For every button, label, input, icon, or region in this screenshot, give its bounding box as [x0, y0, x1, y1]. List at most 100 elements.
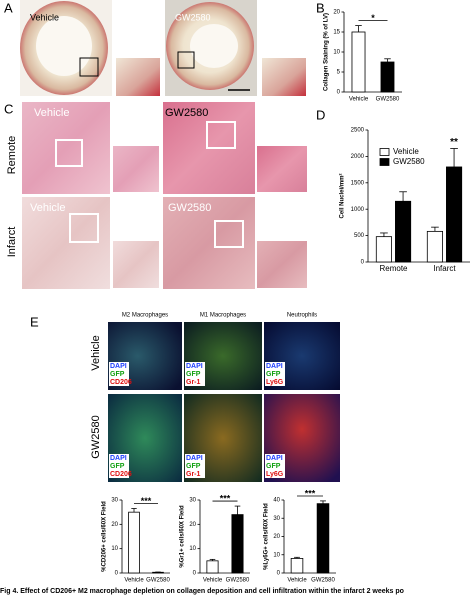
- chart: 0 500 1000 1500 2000 2500 Cell Nuclei/mm² Remot…: [339, 128, 470, 273]
- y-tick-label: 5: [337, 70, 341, 76]
- stain-label: Gr-1: [186, 379, 201, 386]
- panel-c-images: Vehicle GW2580 Vehicle GW2580 Remote Inf…: [6, 102, 307, 289]
- panel-e-images: Vehicle GW2580 M2 MacrophagesDAPIGFPCD20…: [90, 313, 340, 482]
- x-tick-label: GW2580: [226, 578, 250, 584]
- legend-label: Vehicle: [393, 147, 419, 156]
- bar: [206, 560, 219, 574]
- stain-label: DAPI: [110, 363, 127, 370]
- bar: [316, 503, 330, 574]
- inset-box: [177, 51, 195, 69]
- stain-label: Ly6G: [266, 379, 284, 386]
- y-tick-label: 2500: [351, 128, 365, 134]
- image: [22, 102, 110, 194]
- image: [116, 58, 160, 96]
- panel-label: C: [4, 101, 13, 116]
- bar: [426, 230, 443, 263]
- y-tick-label: 0: [115, 571, 119, 577]
- y-tick-label: 30: [111, 498, 118, 504]
- stain-label-bg: [265, 462, 285, 470]
- bar: [395, 200, 412, 263]
- y-tick-label: 1000: [351, 207, 365, 213]
- inset-box: [69, 213, 99, 243]
- stain-label: GFP: [186, 463, 201, 470]
- y-axis-label: %Gr1+ cells/60X Field: [180, 505, 186, 568]
- y-axis-label: %Ly6G+ cells/60X Field: [264, 503, 270, 570]
- row-label: GW2580: [90, 415, 102, 458]
- panel-a-images: Vehicle GW2580: [20, 0, 306, 96]
- y-tick-label: 20: [273, 534, 280, 540]
- stain-label: DAPI: [110, 455, 127, 462]
- x-tick-label: GW2580: [311, 578, 335, 584]
- inset-box: [214, 220, 244, 248]
- image: [257, 146, 307, 192]
- x-tick-label: Vehicle: [203, 578, 223, 584]
- y-axis-label: Cell Nuclei/mm²: [339, 173, 346, 218]
- significance: ***: [220, 493, 231, 503]
- panel-label: A: [4, 0, 13, 15]
- stain-label: GFP: [110, 371, 125, 378]
- stain-label: DAPI: [266, 363, 283, 370]
- bar: [231, 514, 244, 574]
- stain-label: CD206: [110, 471, 132, 478]
- image-label: GW2580: [175, 12, 211, 22]
- y-tick-label: 10: [333, 50, 340, 56]
- panel-label: B: [316, 0, 325, 15]
- y-axis-label: Collagen Staining (% of LV): [324, 13, 330, 91]
- stain-label: Ly6G: [266, 471, 284, 478]
- image: [190, 24, 238, 68]
- y-tick-label: 10: [189, 546, 196, 552]
- stain-label: DAPI: [186, 455, 203, 462]
- significance: ***: [305, 488, 316, 498]
- stain-label-bg: [109, 370, 129, 378]
- stain-label-bg: [109, 462, 129, 470]
- bar: [290, 558, 304, 574]
- x-tick-label: Remote: [379, 264, 408, 273]
- stain-label-bg: [109, 362, 129, 370]
- image: [163, 197, 255, 289]
- significance: *: [371, 13, 375, 23]
- image: [113, 146, 159, 192]
- stain-label-bg: [109, 378, 129, 386]
- y-tick-label: 1500: [351, 180, 365, 186]
- image-label: Vehicle: [30, 202, 65, 214]
- stain-label-bg: [265, 378, 285, 386]
- inset-box: [206, 121, 236, 149]
- y-tick-label: 20: [111, 522, 118, 528]
- stain-label: DAPI: [266, 455, 283, 462]
- stain-label-bg: [185, 370, 205, 378]
- stain-label: GFP: [266, 371, 281, 378]
- stain-label: GFP: [266, 463, 281, 470]
- y-tick-label: 40: [273, 498, 280, 504]
- y-tick-label: 0: [361, 260, 365, 266]
- y-tick-label: 2000: [351, 154, 365, 160]
- stain-label-bg: [185, 378, 205, 386]
- legend-swatch: [379, 148, 390, 156]
- column-header: M2 Macrophages: [122, 313, 168, 319]
- stain-label-bg: [265, 470, 285, 478]
- y-tick-label: 30: [273, 516, 280, 522]
- legend-swatch: [379, 158, 390, 166]
- y-tick-label: 20: [189, 522, 196, 528]
- panel-label: D: [316, 107, 325, 122]
- image-label: Vehicle: [30, 12, 59, 22]
- x-tick-label: Vehicle: [349, 97, 369, 103]
- stain-label: DAPI: [186, 363, 203, 370]
- image: [36, 16, 92, 76]
- legend-label: GW2580: [393, 157, 425, 166]
- column-header: Neutrophils: [287, 313, 317, 319]
- image-label: GW2580: [168, 202, 211, 214]
- stain-label: CD206: [110, 379, 132, 386]
- y-tick-label: 10: [273, 552, 280, 558]
- chart: 0 10 20 30%Gr1+ cells/60X Field Vehicle GW258…: [180, 493, 250, 584]
- stain-label-bg: [185, 454, 205, 462]
- stain-label-bg: [185, 362, 205, 370]
- stain-label: GFP: [110, 463, 125, 470]
- significance: **: [450, 137, 458, 148]
- stain-label-bg: [265, 454, 285, 462]
- y-axis-label: %CD206+ cells/60X Field: [102, 501, 108, 572]
- chart: 0 10 20 30%CD206+ cells/60X Field Vehicle GW2…: [102, 496, 171, 584]
- y-tick-label: 0: [193, 571, 197, 577]
